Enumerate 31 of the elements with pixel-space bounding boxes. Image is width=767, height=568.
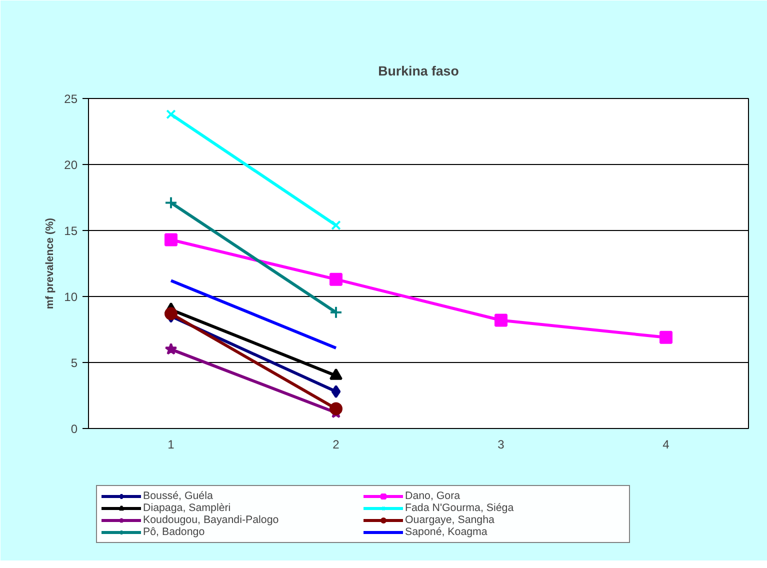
x-tick-label: 1 <box>168 438 175 452</box>
chart-title: Burkina faso <box>378 64 459 78</box>
y-tick-label: 5 <box>70 356 78 370</box>
y-tick-label: 20 <box>64 158 78 172</box>
y-tick-label: 10 <box>64 290 78 304</box>
point <box>166 109 176 120</box>
y-tick-label: 15 <box>64 224 78 238</box>
point <box>164 233 178 246</box>
point <box>330 306 342 319</box>
y-tick-label: 0 <box>70 422 78 436</box>
legend-label: Ouargaye, Sangha <box>405 514 496 526</box>
x-tick-label: 4 <box>662 438 670 452</box>
point <box>331 385 341 398</box>
legend-label: Dano, Gora <box>405 490 462 502</box>
point <box>494 314 508 327</box>
point <box>330 402 342 416</box>
legend-label: Fada N'Gourma, Siéga <box>405 502 515 514</box>
point <box>164 196 178 210</box>
legend-label: Pô, Badongo <box>143 526 206 538</box>
x-tick-label: 2 <box>332 438 340 452</box>
y-tick-label: 25 <box>64 92 78 106</box>
point <box>331 220 341 230</box>
legend-label: Koudougou, Bayandi-Palogo <box>143 514 280 526</box>
point <box>164 342 178 355</box>
x-tick-label: 3 <box>498 438 505 452</box>
legend-label: Boussé, Guéla <box>143 490 214 502</box>
point <box>660 330 672 344</box>
y-axis-title: mf prevalence (%) <box>44 217 56 310</box>
legend-label: Saponé, Koagma <box>405 526 488 538</box>
point <box>330 272 342 286</box>
legend-label: Diapaga, Samplèri <box>143 502 232 514</box>
